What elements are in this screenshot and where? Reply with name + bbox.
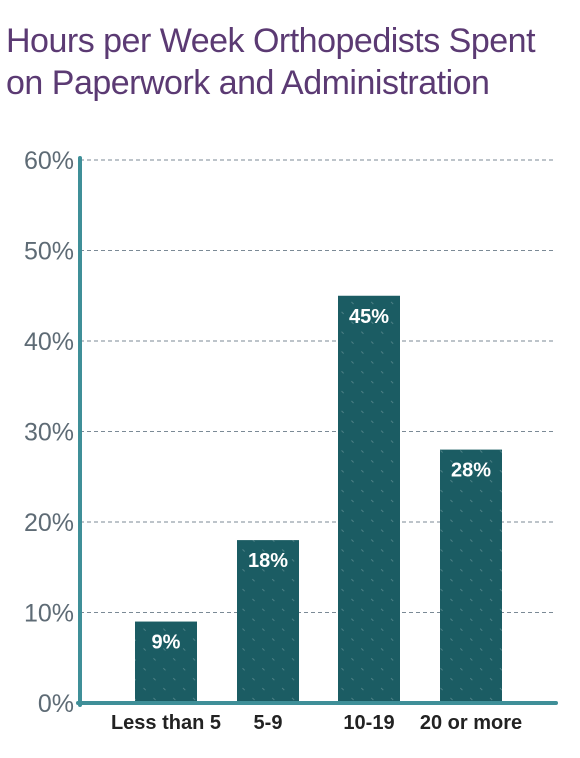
bars bbox=[135, 295, 502, 703]
y-tick-label: 50% bbox=[24, 238, 74, 266]
data-label: 9% bbox=[152, 632, 181, 654]
x-tick-label: 20 or more bbox=[420, 712, 522, 734]
y-tick-label: 60% bbox=[24, 147, 74, 175]
axes bbox=[76, 156, 558, 707]
x-tick-label: Less than 5 bbox=[111, 712, 221, 734]
y-tick-label: 30% bbox=[24, 419, 74, 447]
gridlines bbox=[80, 159, 556, 613]
bar-texture bbox=[237, 540, 299, 703]
y-tick-label: 10% bbox=[24, 600, 74, 628]
y-axis-ticks: 0% 10% 20% 30% 40% 50% 60% bbox=[24, 147, 74, 718]
y-tick-label: 0% bbox=[38, 690, 74, 718]
x-axis-ticks: Less than 5 5-9 10-19 20 or more bbox=[111, 712, 522, 734]
data-label: 18% bbox=[248, 550, 288, 572]
y-tick-label: 20% bbox=[24, 509, 74, 537]
bar-texture bbox=[440, 449, 502, 703]
data-labels: 9% 18% 45% 28% bbox=[152, 306, 492, 654]
bar-texture bbox=[135, 621, 197, 703]
data-label: 28% bbox=[451, 460, 491, 482]
x-tick-label: 10-19 bbox=[343, 712, 394, 734]
data-label: 45% bbox=[349, 306, 389, 328]
x-tick-label: 5-9 bbox=[254, 712, 283, 734]
chart-title: Hours per Week Orthopedists Spent on Pap… bbox=[6, 22, 536, 102]
bar-texture bbox=[338, 295, 400, 703]
y-tick-label: 40% bbox=[24, 328, 74, 356]
